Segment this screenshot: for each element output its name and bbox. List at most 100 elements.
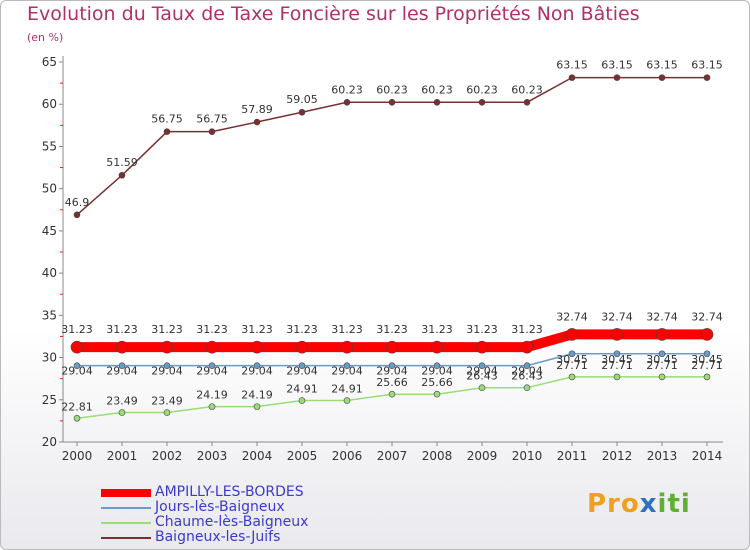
y-tick-label-0: 20 [42,435,57,449]
x-tick-label-7: 2007 [377,449,408,463]
series-0-point-3 [205,340,219,354]
series-2-point-1 [118,409,126,416]
series-1-data-label-12: 30.45 [601,353,633,366]
series-1-data-label-7: 29.04 [376,365,408,378]
series-0-data-label-5: 31.23 [286,323,318,336]
series-1-data-label-0: 29.04 [61,365,93,378]
series-3-data-label-5: 59.05 [286,93,318,106]
series-0-point-8 [430,340,444,354]
series-2-point-4 [253,403,261,410]
x-tick-label-4: 2004 [242,449,273,463]
series-1-point-11 [568,350,576,358]
series-0-data-label-7: 31.23 [376,323,408,336]
legend-item-1: Jours-lès-Baigneux [101,500,308,515]
series-2-data-label-7: 25.66 [376,376,408,389]
series-3-data-label-7: 60.23 [376,83,408,96]
series-1-data-label-6: 29.04 [331,365,363,378]
series-2-point-13 [658,373,666,381]
series-3-point-5 [298,108,306,116]
x-tick-label-0: 2000 [62,449,93,463]
series-3-data-label-11: 63.15 [556,59,588,72]
series-0-point-1 [115,340,129,354]
series-1-point-6 [343,362,351,369]
series-1-data-label-2: 29.04 [151,365,183,378]
line-chart: 20 25 30 35 40 45 50 55 60 65 2000 2001 2002 2003 2004… [42,55,723,463]
series-2-point-12 [613,373,621,381]
series-2-point-10 [523,384,531,392]
series-0-point-11 [565,328,579,341]
series-1-point-0 [73,362,81,369]
series-2-data-label-4: 24.19 [241,389,273,402]
y-tick-label-1: 25 [42,393,57,407]
series-3-data-label-6: 60.23 [331,83,363,96]
series-2-data-label-9: 26.43 [466,370,498,383]
y-tick-label-5: 45 [42,224,57,238]
series-1-point-14 [703,350,711,358]
series-2-point-9 [478,384,486,392]
x-tick-label-13: 2013 [647,449,678,463]
series-0-point-9 [475,340,489,354]
series-3-data-label-2: 56.75 [151,113,183,126]
series-3-point-3 [208,128,216,135]
series-1-data-label-14: 30.45 [691,353,723,366]
series-3-data-label-14: 63.15 [691,59,723,72]
series-1-point-1 [118,362,126,369]
series-2-data-label-12: 27.71 [601,359,633,372]
series-line-3 [76,76,708,216]
series-1-point-9 [478,362,486,369]
series-0-point-14 [700,328,714,341]
series-2-data-label-8: 25.66 [421,376,453,389]
series-1-point-7 [388,362,396,369]
series-3-point-12 [613,74,621,81]
legend-label-2: Chaume-lès-Baigneux [155,514,309,530]
unit-label: (en %) [27,31,64,44]
series-0-point-4 [250,340,264,354]
series-2-point-2 [163,409,171,416]
series-3-point-13 [658,74,666,81]
series-2-point-7 [388,390,396,398]
series-3-point-6 [343,98,351,106]
series-1-point-5 [298,362,306,369]
series-0-point-12 [610,328,624,341]
series-2-data-label-13: 27.71 [646,359,678,372]
y-tick-label-7: 55 [42,139,57,153]
series-1-data-label-1: 29.04 [106,365,138,378]
x-tick-label-8: 2008 [422,449,453,463]
series-0-data-label-13: 32.74 [646,310,678,323]
y-tick-label-8: 60 [42,97,57,111]
series-3-point-7 [388,98,396,106]
y-tick-label-2: 30 [42,351,57,365]
series-2-point-3 [208,403,216,410]
series-3-point-2 [163,128,171,135]
legend: AMPILLY-LES-BORDES Jours-lès-Baigneux Ch… [101,485,308,545]
y-tick-label-4: 40 [42,266,57,280]
series-2-data-label-5: 24.91 [286,383,318,396]
series-1-data-label-5: 29.04 [286,365,318,378]
series-2-point-14 [703,373,711,381]
series-1-point-4 [253,362,261,369]
x-tick-label-9: 2009 [467,449,498,463]
series-2-data-label-10: 26.43 [511,370,543,383]
y-tick-label-3: 35 [42,308,57,322]
series-0-point-5 [295,340,309,354]
y-tick-label-6: 50 [42,182,57,196]
series-3-point-1 [118,171,126,179]
series-3-point-4 [253,118,261,126]
series-0-point-13 [655,328,669,341]
legend-label-0: AMPILLY-LES-BORDES [155,484,304,500]
series-0-data-label-12: 32.74 [601,310,633,323]
series-2-point-8 [433,390,441,398]
series-1-data-label-4: 29.04 [241,365,273,378]
series-1-data-label-13: 30.45 [646,353,678,366]
legend-label-1: Jours-lès-Baigneux [155,499,285,515]
y-tick-label-9: 65 [42,55,57,69]
series-2-data-label-6: 24.91 [331,383,363,396]
series-2-data-label-1: 23.49 [106,395,138,408]
chart-title: Evolution du Taux de Taxe Foncière sur l… [27,3,640,25]
series-0-point-10 [520,340,534,354]
x-tick-label-14: 2014 [692,449,723,463]
series-0-point-6 [340,340,354,354]
series-1-point-10 [523,362,531,369]
legend-item-3: Baigneux-les-Juifs [101,530,308,545]
